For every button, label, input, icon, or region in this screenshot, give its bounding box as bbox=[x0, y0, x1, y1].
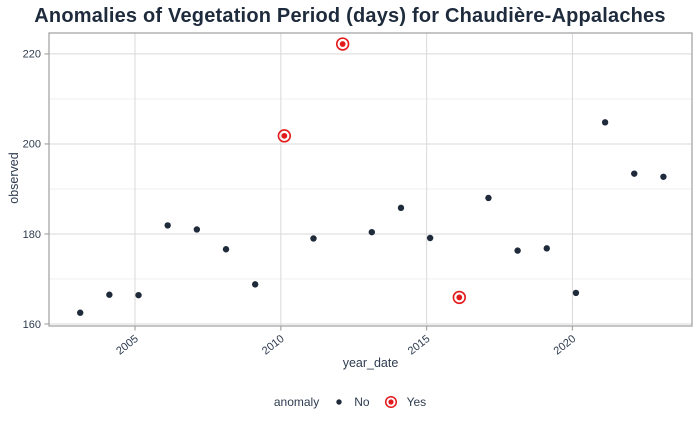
anomaly-ring bbox=[277, 129, 292, 143]
y-tick-label: 200 bbox=[23, 139, 41, 151]
anomaly-point bbox=[456, 294, 463, 301]
data-point bbox=[660, 173, 667, 180]
data-point bbox=[368, 228, 376, 236]
anomaly-point bbox=[281, 132, 288, 139]
data-point bbox=[485, 194, 492, 202]
ring-dot-icon bbox=[384, 395, 397, 409]
data-point bbox=[251, 281, 259, 288]
data-point bbox=[601, 119, 609, 126]
legend-item-no: No bbox=[333, 395, 370, 409]
legend-item-yes: Yes bbox=[384, 395, 427, 409]
data-point bbox=[631, 170, 638, 177]
data-point bbox=[572, 289, 580, 297]
data-point bbox=[106, 291, 113, 298]
y-tick-label: 180 bbox=[23, 229, 41, 241]
x-tick-label: 2005 bbox=[114, 333, 141, 358]
legend-item-label: Yes bbox=[406, 395, 427, 409]
panel-border bbox=[48, 32, 693, 327]
anomaly-ring bbox=[335, 37, 350, 51]
chart-title: Anomalies of Vegetation Period (days) fo… bbox=[34, 5, 666, 27]
anomaly-point bbox=[339, 41, 346, 47]
data-point bbox=[397, 204, 405, 212]
x-tick-label: 2010 bbox=[260, 333, 287, 358]
data-point bbox=[310, 235, 317, 242]
data-point bbox=[514, 247, 521, 254]
x-axis-title: year_date bbox=[342, 356, 399, 370]
data-point bbox=[77, 309, 84, 316]
y-tick-label: 160 bbox=[23, 319, 41, 331]
data-point bbox=[426, 234, 434, 242]
x-tick-label: 2015 bbox=[406, 333, 433, 358]
x-tick-label: 2020 bbox=[552, 333, 579, 358]
data-point bbox=[222, 246, 230, 253]
y-axis-title: observed bbox=[7, 152, 21, 204]
legend-title: anomaly bbox=[273, 395, 320, 409]
data-point bbox=[543, 245, 550, 252]
legend: anomaly No Yes bbox=[0, 395, 700, 409]
data-point bbox=[135, 291, 142, 299]
data-point bbox=[193, 226, 201, 233]
dot-icon bbox=[336, 399, 342, 405]
y-tick-label: 220 bbox=[23, 49, 41, 61]
data-point bbox=[164, 222, 171, 229]
legend-item-label: No bbox=[354, 395, 370, 409]
anomaly-ring bbox=[452, 290, 466, 305]
